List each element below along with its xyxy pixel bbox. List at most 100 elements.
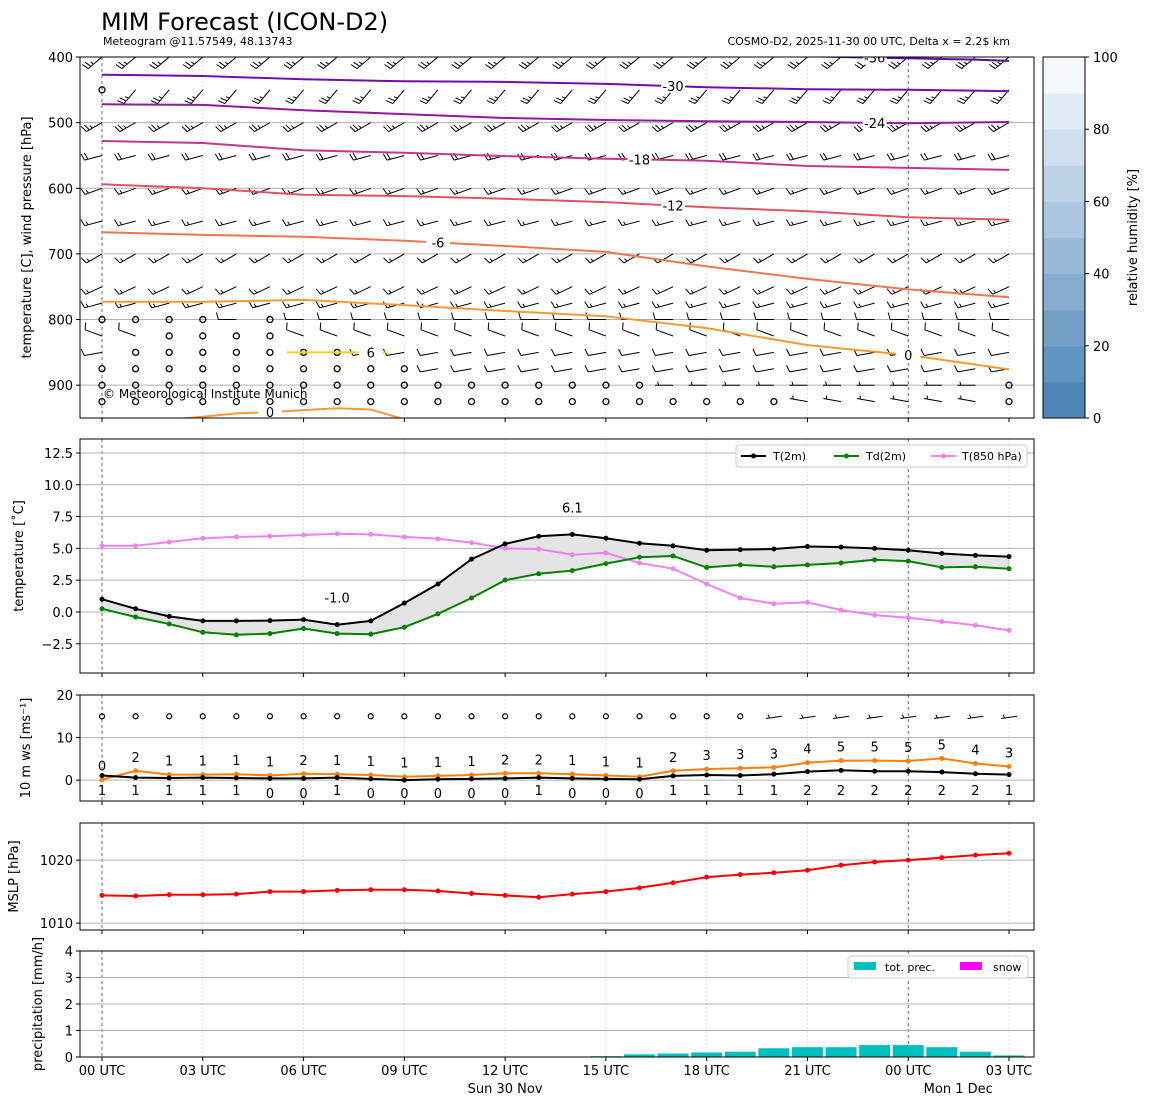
wind-speed-value-label: 1 (703, 784, 711, 799)
wind-barb (385, 89, 405, 105)
y-tick-label: 20 (56, 689, 73, 704)
isotherm-label-background (661, 198, 686, 213)
wind-barb (685, 348, 707, 356)
data-point (368, 531, 374, 537)
x-tick-label: 03 UTC (180, 1064, 226, 1079)
date-label: Mon 1 Dec (924, 1082, 993, 1097)
wind-barb (654, 89, 674, 105)
figure-title: MIM Forecast (ICON-D2) (101, 8, 388, 36)
wind-barb (967, 714, 984, 719)
data-point (133, 606, 139, 612)
data-point (99, 892, 105, 898)
wind-barb (584, 219, 607, 227)
data-point (99, 777, 105, 783)
wind-barb (416, 187, 439, 195)
wind-barb-calm-circle (434, 397, 442, 406)
wind-barb (785, 219, 808, 227)
data-point (435, 776, 441, 782)
wind-barb-calm-circle (367, 381, 375, 389)
data-point (905, 547, 911, 553)
wind-barb-calm-circle (266, 348, 274, 357)
wind-barb (888, 57, 909, 70)
colorbar-tick-label: 0 (1093, 412, 1101, 427)
wind-barb (886, 286, 909, 295)
wind-barb (554, 322, 573, 337)
wind-barb (785, 152, 808, 161)
colorbar-band (1043, 93, 1085, 130)
data-point (704, 564, 710, 570)
isotherm-label-background (425, 235, 450, 250)
wind-barb (584, 301, 607, 309)
data-point (166, 613, 172, 619)
wind-barb (248, 286, 271, 295)
data-point (536, 546, 542, 552)
wind-barb-calm-circle (165, 348, 173, 357)
wind-barb (249, 57, 271, 70)
wind-barb (957, 381, 976, 386)
wind-barb (113, 187, 136, 195)
wind-barb (685, 122, 707, 133)
data-point (1006, 627, 1012, 633)
isotherm-label-background (862, 115, 887, 130)
wind-barb (823, 395, 842, 403)
wind-barb (886, 219, 909, 227)
wind-barb (553, 89, 573, 105)
wind-barb (752, 301, 775, 309)
wind-barb (987, 348, 1010, 356)
data-point (838, 544, 844, 550)
wind-barb (585, 57, 607, 70)
wind-barb (890, 322, 909, 337)
data-point (939, 769, 945, 775)
y-tick-label: 10.0 (44, 479, 73, 494)
colorbar-tick-label: 100 (1093, 51, 1118, 66)
wind-barb (752, 365, 774, 373)
wind-barb (251, 89, 271, 105)
data-point (435, 888, 441, 894)
data-point (838, 560, 844, 566)
wind-barb (617, 219, 640, 227)
wind-speed-value-label: 0 (299, 787, 307, 802)
wind-barb-calm-circle (131, 381, 140, 389)
wind-barb (886, 365, 909, 373)
data-point (972, 771, 978, 777)
wind-barb (349, 187, 371, 195)
isotherm-line (101, 183, 1010, 221)
wind-barb-calm-circle (165, 315, 173, 324)
gust-value-label: 5 (870, 741, 878, 756)
data-point (1006, 850, 1012, 856)
data-point (99, 543, 105, 549)
wind-barb (483, 219, 506, 227)
wind-barb (117, 89, 136, 105)
wind-speed-value-label: 1 (669, 784, 677, 799)
wind-barb (622, 322, 640, 337)
wind-barb-calm-circle (199, 365, 207, 373)
wind-barb (118, 322, 136, 337)
wind-barb (382, 187, 405, 195)
data-point (804, 562, 810, 568)
wind-barb-calm-circle (266, 315, 274, 324)
series-line-gust (101, 757, 1010, 781)
colorbar-band (1043, 345, 1085, 383)
data-point (502, 541, 508, 547)
wind-barb-calm-circle (535, 397, 543, 406)
data-point (536, 571, 542, 577)
data-point (704, 766, 710, 772)
wind-barb (316, 312, 338, 320)
wind-barb (651, 301, 674, 309)
wind-barb (752, 152, 775, 161)
wind-barb (80, 122, 103, 133)
wind-barb-calm-circle (501, 397, 509, 406)
wind-barb (852, 187, 875, 195)
y-tick-label: 900 (48, 379, 73, 394)
data-point (469, 776, 475, 782)
data-point (536, 533, 542, 539)
wind-barb (819, 219, 842, 227)
wind-barb (451, 57, 472, 70)
data-point (536, 770, 542, 776)
wind-barb (315, 301, 338, 309)
wind-barb (685, 286, 707, 295)
isotherm-label-background (257, 405, 282, 418)
y-tick-label: 600 (48, 182, 73, 197)
wind-barb (955, 57, 976, 70)
